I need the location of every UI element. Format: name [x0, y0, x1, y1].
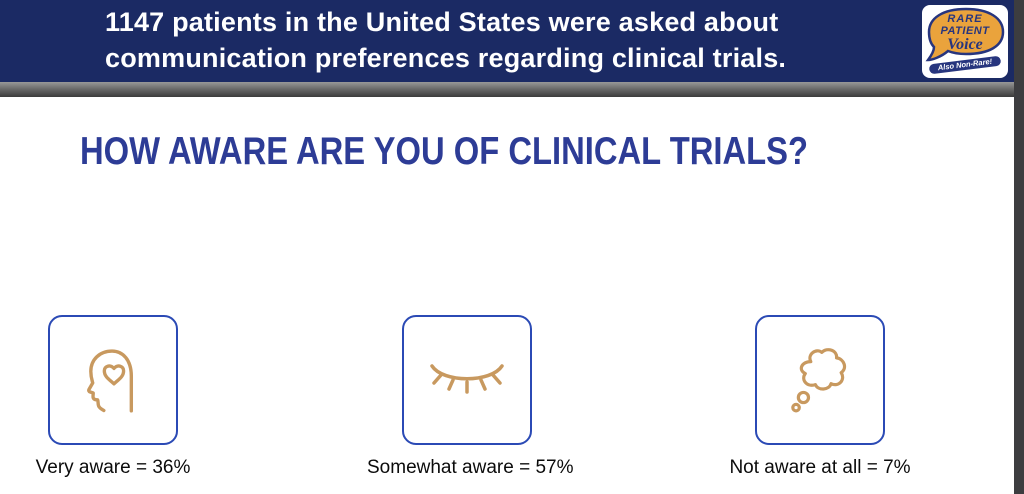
header-shadow: [0, 82, 1014, 97]
logo-text-rare: RARE: [947, 13, 983, 25]
closed-eye-icon: [430, 364, 504, 394]
banner-line-2: communication preferences regarding clin…: [105, 43, 787, 73]
screen-edge-strip: [1014, 0, 1024, 494]
awareness-option-not-aware: Not aware at all = 7%: [720, 315, 920, 479]
option-label: Somewhat aware = 57%: [367, 457, 574, 478]
logo-text-voice: Voice: [947, 36, 983, 53]
option-label: Very aware = 36%: [35, 457, 191, 478]
page-title: HOW AWARE ARE YOU OF CLINICAL TRIALS?: [80, 130, 809, 173]
icon-card: [755, 315, 885, 445]
banner-line-1: 1147 patients in the United States were …: [105, 7, 779, 37]
speech-bubble-icon: [925, 7, 1005, 62]
banner-text: 1147 patients in the United States were …: [105, 4, 786, 76]
thought-bubble-icon: [791, 348, 847, 413]
rare-patient-voice-logo: RARE PATIENT Voice Also Non-Rare!: [922, 5, 1008, 78]
awareness-option-somewhat-aware: Somewhat aware = 57%: [367, 315, 574, 479]
header-banner: 1147 patients in the United States were …: [0, 0, 1014, 82]
option-label: Not aware at all = 7%: [729, 457, 911, 478]
icon-card: [402, 315, 532, 445]
icon-card: [48, 315, 178, 445]
awareness-option-very-aware: Very aware = 36%: [13, 315, 213, 479]
head-with-heart-icon: [87, 349, 134, 413]
logo-text-patient: PATIENT: [940, 25, 990, 37]
